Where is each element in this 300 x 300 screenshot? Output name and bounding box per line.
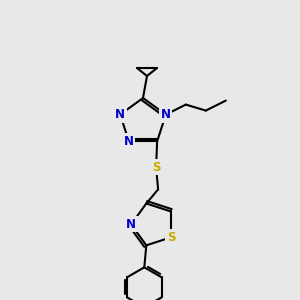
Text: S: S bbox=[167, 231, 175, 244]
Text: N: N bbox=[161, 108, 171, 121]
Text: N: N bbox=[126, 218, 136, 231]
Text: N: N bbox=[124, 135, 134, 148]
Text: N: N bbox=[115, 108, 125, 121]
Text: S: S bbox=[152, 161, 161, 174]
